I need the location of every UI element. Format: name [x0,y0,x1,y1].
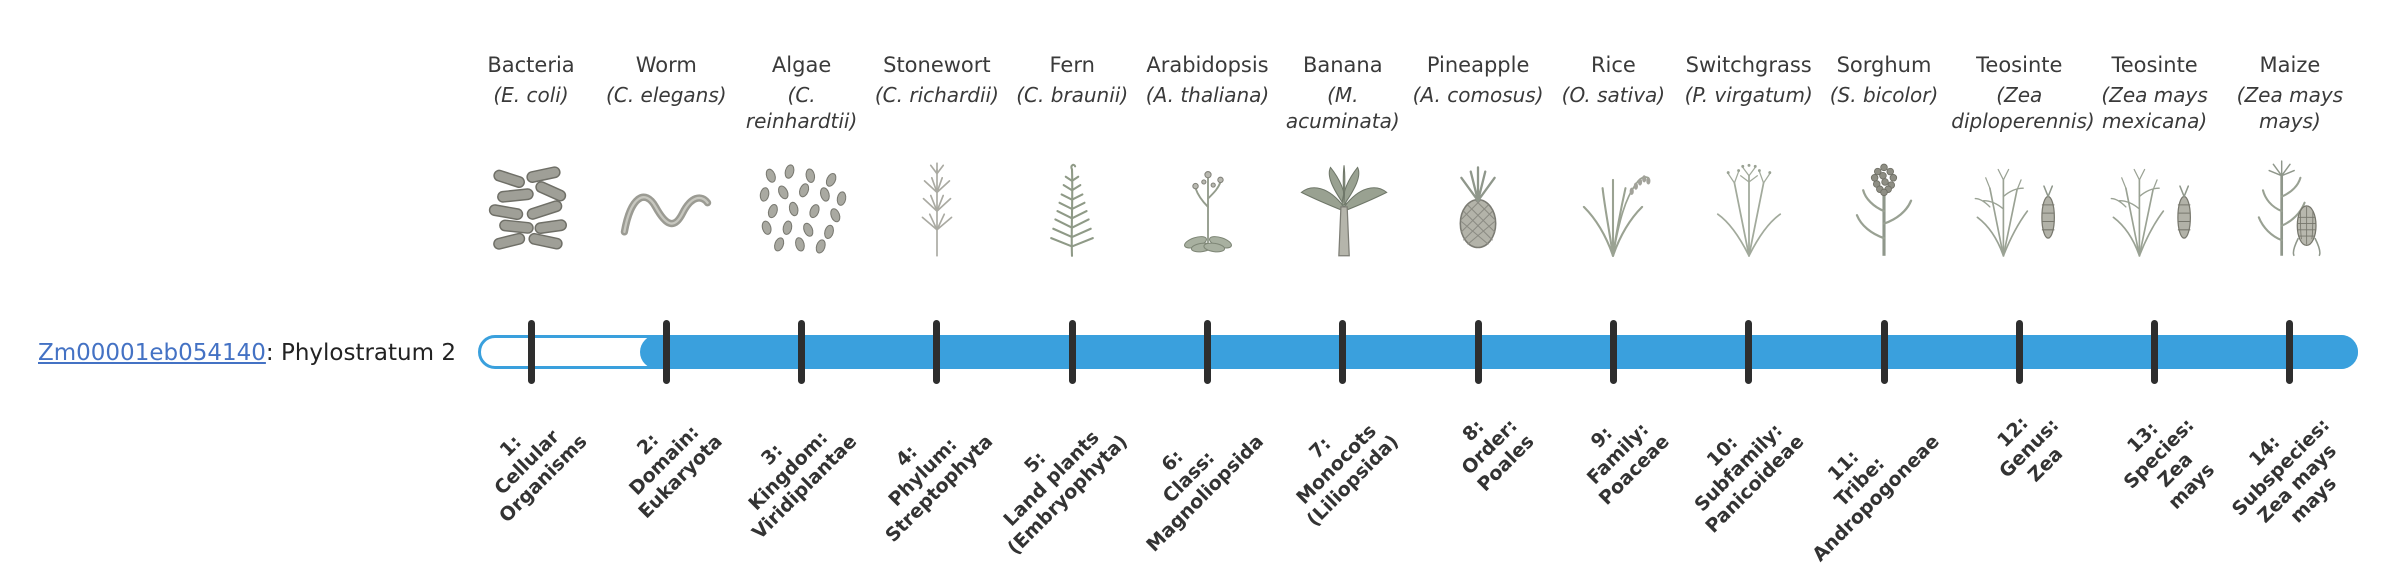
rice-icon [1545,150,1681,268]
organism-column: Arabidopsis (A. thaliana) 6: Class: Magn… [1140,52,1276,556]
organism-column: Rice (O. sativa) 9: Family: Poaceae [1545,52,1681,509]
phylostratum-label: 9: Family: Poaceae [1582,418,1674,510]
phylostratum-tick [1880,320,1888,384]
organism-common-name: Rice [1590,53,1636,77]
organism-common-name: Arabidopsis [1146,53,1269,77]
teosinte-icon [2087,150,2223,268]
worm-icon [598,150,734,268]
organism-scientific-name: (C. braunii) [1016,83,1129,107]
stonewort-icon [869,150,1005,268]
organism-scientific-name: (C. reinhardtii) [745,83,858,133]
phylostratum-tick [2015,320,2023,384]
organism-common-name: Worm [635,53,697,77]
organism-scientific-name: (M. acuminata) [1285,83,1400,133]
gene-phylostratum-text: : Phylostratum 2 [265,340,456,366]
organism-scientific-name: (Zea mays mays) [2236,83,2344,133]
phylostratum-tick [933,320,941,384]
organism-scientific-name: (A. comosus) [1412,83,1544,107]
organism-scientific-name: (C. richardii) [874,83,999,107]
phylostratum-label: 7: Monocots (Liliopsida) [1292,420,1403,531]
fern-icon [1004,150,1140,268]
organism-common-name: Bacteria [487,53,575,77]
organism-scientific-name: (Zea mays mexicana) [2101,83,2208,133]
organism-common-name: Switchgrass [1685,53,1812,77]
maize-icon [2222,150,2358,268]
organism-column: Banana (M. acuminata) 7: Monocots (Lilio… [1275,52,1411,531]
organism-scientific-name: (S. bicolor) [1829,83,1939,107]
phylostratum-label: 13: Species: Zea mays [2119,414,2219,514]
phylostratum-tick [1745,320,1753,384]
organism-column: Fern (C. braunii) 5: Land plants (Embryo… [1000,52,1140,559]
organism-scientific-name: (O. sativa) [1561,83,1666,107]
organism-scientific-name: (E. coli) [493,83,569,107]
organism-common-name: Teosinte [2111,53,2198,77]
organism-column: Teosinte (Zea diploperennis) 12: Genus: … [1951,52,2095,486]
algae-icon [734,150,870,268]
phylostratum-label: 5: Land plants (Embryophyta) [999,426,1133,560]
phylostratum-label: 1: Cellular Organisms [489,425,592,527]
phylostratum-label: 3: Kingdom: Viridiplantae [744,426,862,544]
teosinte-icon [1951,150,2087,268]
phylostratum-tick [1204,320,1211,384]
gene-id-link[interactable]: Zm00001eb054140 [38,340,266,366]
organism-common-name: Teosinte [1976,53,2063,77]
phylostratum-tick [527,320,535,384]
phylostratum-label: 4: Phylum: Streptophyta [880,430,997,547]
organism-column: Bacteria (E. coli) 1: Cellular Organisms [463,52,599,527]
organism-column: Algae (C. reinhardtii) 3: Kingdom: Virid… [734,52,870,544]
phylostratum-label: 14: Subspecies: Zea mays mays [2227,414,2341,528]
organism-scientific-name: (P. virgatum) [1684,83,1813,107]
phylostratum-tick [1609,320,1617,384]
organism-scientific-name: (A. thaliana) [1145,83,1270,107]
organism-common-name: Maize [2259,53,2321,77]
organism-scientific-name: (C. elegans) [606,83,727,107]
organism-column: Pineapple (A. comosus) 8: Order: Poales [1410,52,1546,496]
organism-column: Stonewort (C. richardii) 4: Phylum: Stre… [869,52,1005,547]
organism-column: Sorghum (S. bicolor) 11: Tribe: Andropog… [1809,52,1952,566]
sorghum-icon [1816,150,1952,268]
organism-common-name: Fern [1049,53,1095,77]
phylostratum-label: 11: Tribe: Andropogoneae [1808,430,1945,567]
organism-column: Switchgrass (P. virgatum) 10: Subfamily:… [1681,52,1817,538]
organism-scientific-name: (Zea diploperennis) [1951,83,2095,133]
phylostratum-label: 12: Genus: Zea [1992,412,2068,487]
phylostratum-label: 2: Domain: Eukaryota [624,421,727,523]
organism-column: Maize (Zea mays mays) 14: Subspecies: Ze… [2222,52,2358,527]
organism-column: Worm (C. elegans) 2: Domain: Eukaryota [598,52,734,523]
pineapple-icon [1410,150,1546,268]
phylostratum-label: 6: Class: Magnoliopsida [1141,430,1268,557]
bacteria-icon [463,150,599,268]
gene-label: Zm00001eb054140: Phylostratum 2 [38,339,456,367]
organism-common-name: Sorghum [1836,53,1932,77]
phylostratum-tick [2286,320,2294,384]
switchgrass-icon [1681,150,1817,268]
arabidopsis-icon [1140,150,1276,268]
phylostratum-bar-fill [640,335,2358,369]
phylostratum-tick [662,320,670,384]
phylostratum-tick [1068,320,1076,384]
organism-common-name: Stonewort [883,53,991,77]
phylostratum-tick [1474,320,1482,384]
organism-column: Teosinte (Zea mays mexicana) 13: Species… [2087,52,2223,514]
organism-common-name: Banana [1302,53,1383,77]
phylostratum-tick [2151,320,2159,384]
phylostratum-tick [1339,320,1347,384]
organism-common-name: Algae [771,53,832,77]
organism-common-name: Pineapple [1426,53,1530,77]
banana-icon [1275,150,1411,268]
phylostratum-tick [798,320,806,384]
phylostratum-label: 8: Order: Poales [1457,414,1539,496]
